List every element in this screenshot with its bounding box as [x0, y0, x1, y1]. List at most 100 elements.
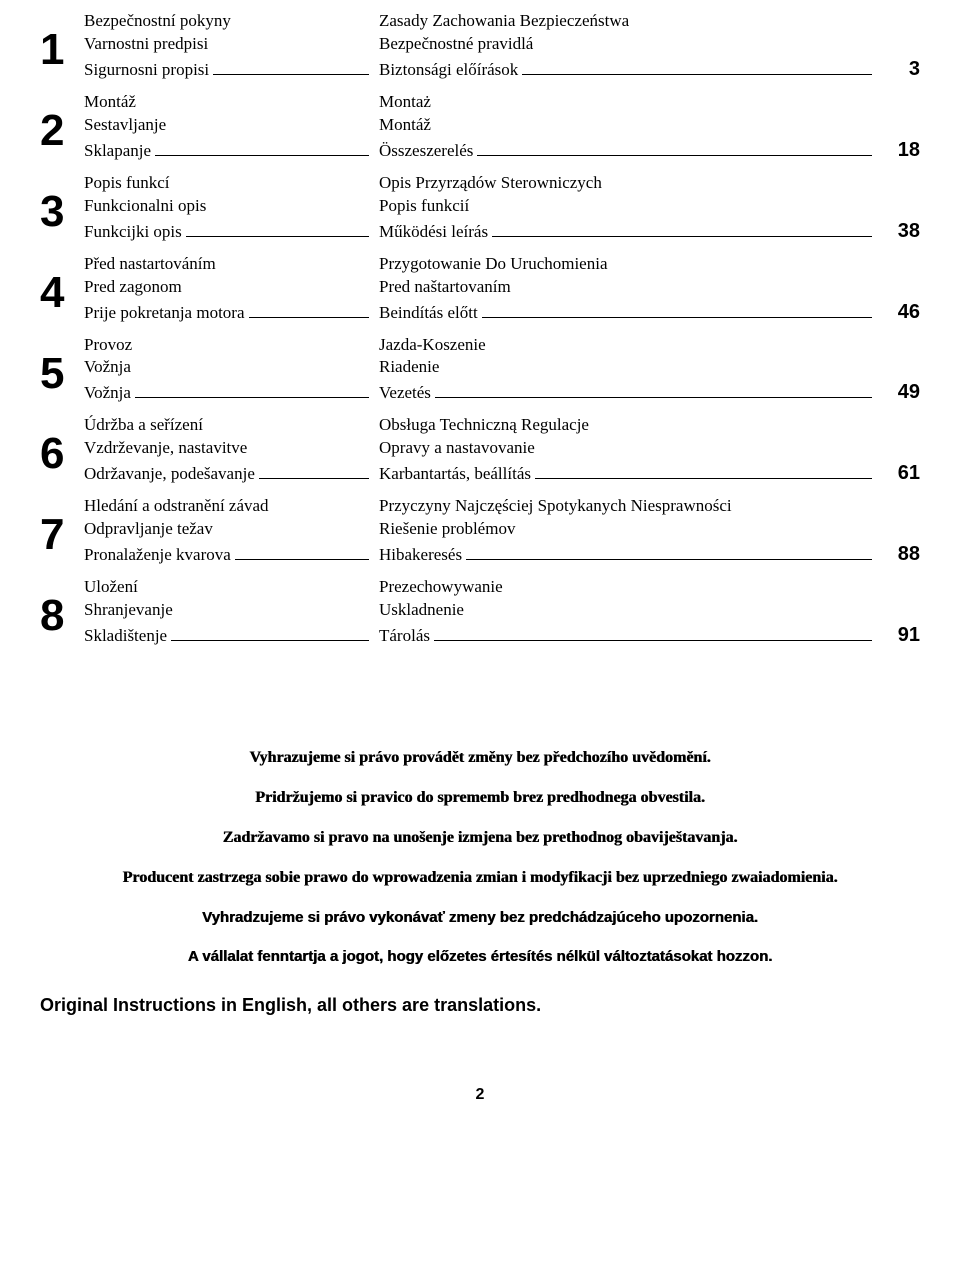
toc-left-label: Údržba a seřízení	[84, 414, 379, 437]
leader-line	[186, 236, 369, 237]
toc-left-label: Pred zagonom	[84, 276, 379, 299]
toc-section: 6Údržba a seřízeníObsługa Techniczną Reg…	[40, 414, 920, 487]
toc-right-label: Opis Przyrządów Sterowniczych	[379, 172, 876, 195]
toc-left-label: Skladištenje	[84, 625, 167, 648]
toc-left-label: Funkcionalni opis	[84, 195, 379, 218]
toc-right-label: Prezechowywanie	[379, 576, 876, 599]
toc-row: ShranjevanjeUskladnenie	[84, 599, 920, 622]
toc-right-label: Karbantartás, beállítás	[379, 463, 531, 486]
leader-line	[249, 317, 369, 318]
toc-left-label: Varnostni predpisi	[84, 33, 379, 56]
disclaimer-line: A vállalat fenntartja a jogot, hogy előz…	[40, 948, 920, 965]
toc-right-label: Uskladnenie	[379, 599, 876, 622]
page-number: 18	[876, 137, 920, 164]
toc-row: Údržba a seřízeníObsługa Techniczną Regu…	[84, 414, 920, 437]
page-number: 88	[876, 541, 920, 568]
section-body: MontážMontażSestavljanjeMontážSklapanjeÖ…	[84, 91, 920, 164]
section-number: 6	[40, 414, 84, 476]
leader-line	[171, 640, 369, 641]
section-body: Před nastartovánímPrzygotowanie Do Uruch…	[84, 253, 920, 326]
section-number: 2	[40, 91, 84, 153]
toc-right-label: Összeszerelés	[379, 140, 473, 163]
toc-row: Varnostni predpisiBezpečnostné pravidlá	[84, 33, 920, 56]
toc-left-label: Vzdrževanje, nastavitve	[84, 437, 379, 460]
toc-right-label: Przygotowanie Do Uruchomienia	[379, 253, 876, 276]
section-number: 3	[40, 172, 84, 234]
toc-row: Odpravljanje težavRiešenie problémov	[84, 518, 920, 541]
page-number-footer: 2	[40, 1086, 920, 1104]
toc-left-label: Před nastartováním	[84, 253, 379, 276]
toc-left-label: Vožnja	[84, 356, 379, 379]
toc-row: MontážMontaż	[84, 91, 920, 114]
toc-left-label: Funkcijki opis	[84, 221, 182, 244]
toc-left-label: Hledání a odstranění závad	[84, 495, 379, 518]
leader-line	[213, 74, 369, 75]
toc-row: Funkcijki opis Működési leírás 38	[84, 218, 920, 245]
toc-row: Pred zagonomPred naštartovaním	[84, 276, 920, 299]
toc-section: 3Popis funkcíOpis Przyrządów Sterowniczy…	[40, 172, 920, 245]
leader-line	[477, 155, 872, 156]
toc-left-label: Bezpečnostní pokyny	[84, 10, 379, 33]
toc-right-label: Hibakeresés	[379, 544, 462, 567]
toc-right-label: Zasady Zachowania Bezpieczeństwa	[379, 10, 876, 33]
disclaimer-line: Producent zastrzega sobie prawo do wprow…	[40, 869, 920, 887]
toc-right-label: Bezpečnostné pravidlá	[379, 33, 876, 56]
toc-left-label: Sigurnosni propisi	[84, 59, 209, 82]
toc-row: SestavljanjeMontáž	[84, 114, 920, 137]
disclaimer-line: Zadržavamo si pravo na unošenje izmjena …	[40, 829, 920, 847]
leader-line	[522, 74, 872, 75]
toc-section: 4Před nastartovánímPrzygotowanie Do Uruc…	[40, 253, 920, 326]
toc-section: 7Hledání a odstranění závadPrzyczyny Naj…	[40, 495, 920, 568]
toc-right-label: Montáž	[379, 114, 876, 137]
section-body: UloženíPrezechowywanieShranjevanjeUsklad…	[84, 576, 920, 649]
toc-container: 1Bezpečnostní pokynyZasady Zachowania Be…	[40, 10, 920, 649]
toc-left-label: Sestavljanje	[84, 114, 379, 137]
section-number: 7	[40, 495, 84, 557]
toc-row: Prije pokretanja motoraBeindítás előtt46	[84, 299, 920, 326]
toc-row: Funkcionalni opisPopis funkcií	[84, 195, 920, 218]
disclaimers-block: Vyhrazujeme si právo provádět změny bez …	[40, 749, 920, 965]
page-number: 49	[876, 379, 920, 406]
toc-row: UloženíPrezechowywanie	[84, 576, 920, 599]
toc-row: Vzdrževanje, nastavitveOpravy a nastavov…	[84, 437, 920, 460]
toc-row: Před nastartovánímPrzygotowanie Do Uruch…	[84, 253, 920, 276]
section-body: ProvozJazda-KoszenieVožnjaRiadenieVožnja…	[84, 334, 920, 407]
toc-row: VožnjaRiadenie	[84, 356, 920, 379]
disclaimer-line: Pridržujemo si pravico do sprememb brez …	[40, 789, 920, 807]
page-number: 38	[876, 218, 920, 245]
page-number: 91	[876, 622, 920, 649]
toc-row: Održavanje, podešavanje Karbantartás, beá…	[84, 460, 920, 487]
toc-row: Popis funkcíOpis Przyrządów Sterowniczyc…	[84, 172, 920, 195]
section-body: Bezpečnostní pokynyZasady Zachowania Bez…	[84, 10, 920, 83]
toc-row: Sigurnosni propisiBiztonsági előírások3	[84, 56, 920, 83]
disclaimer-line: Vyhradzujeme si právo vykonávať zmeny be…	[40, 909, 920, 926]
toc-right-label: Pred naštartovaním	[379, 276, 876, 299]
section-number: 8	[40, 576, 84, 638]
toc-row: SklapanjeÖsszeszerelés18	[84, 137, 920, 164]
leader-line	[492, 236, 872, 237]
toc-left-label: Montáž	[84, 91, 379, 114]
toc-row: VožnjaVezetés49	[84, 379, 920, 406]
leader-line	[482, 317, 872, 318]
toc-left-label: Shranjevanje	[84, 599, 379, 622]
toc-section: 1Bezpečnostní pokynyZasady Zachowania Be…	[40, 10, 920, 83]
disclaimer-line: Vyhrazujeme si právo provádět změny bez …	[40, 749, 920, 767]
section-number: 5	[40, 334, 84, 396]
toc-right-label: Működési leírás	[379, 221, 488, 244]
section-body: Popis funkcíOpis Przyrządów Sterowniczyc…	[84, 172, 920, 245]
leader-line	[155, 155, 369, 156]
leader-line	[259, 478, 369, 479]
leader-line	[466, 559, 872, 560]
page-number: 61	[876, 460, 920, 487]
section-number: 4	[40, 253, 84, 315]
toc-row: SkladištenjeTárolás91	[84, 622, 920, 649]
leader-line	[535, 478, 872, 479]
toc-right-label: Opravy a nastavovanie	[379, 437, 876, 460]
toc-right-label: Montaż	[379, 91, 876, 114]
toc-left-label: Popis funkcí	[84, 172, 379, 195]
toc-right-label: Vezetés	[379, 382, 431, 405]
original-instructions-note: Original Instructions in English, all ot…	[40, 995, 920, 1016]
toc-left-label: Održavanje, podešavanje	[84, 463, 255, 486]
toc-right-label: Riešenie problémov	[379, 518, 876, 541]
leader-line	[135, 397, 369, 398]
